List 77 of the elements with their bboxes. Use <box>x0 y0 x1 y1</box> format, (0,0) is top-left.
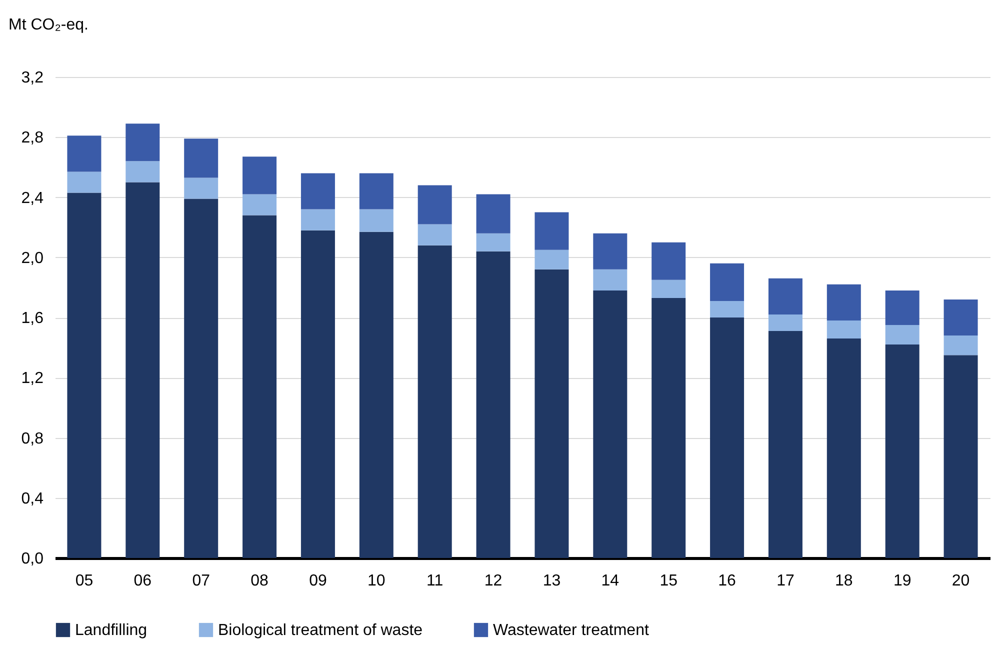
x-tick-label: 12 <box>484 572 502 590</box>
legend-label: Wastewater treatment <box>493 622 650 639</box>
bar <box>184 138 218 178</box>
x-tick-label: 06 <box>134 572 152 590</box>
bar <box>885 290 920 326</box>
bar <box>710 300 744 318</box>
bar <box>476 251 510 558</box>
bar <box>652 298 686 558</box>
bar <box>885 344 920 558</box>
bar <box>593 290 628 558</box>
bar <box>593 269 628 290</box>
bar <box>418 185 452 224</box>
x-tick-label: 05 <box>75 572 94 590</box>
bar <box>652 242 686 280</box>
x-tick-label: 16 <box>718 572 736 590</box>
bar <box>67 136 102 172</box>
y-tick-label: 0,0 <box>21 550 44 568</box>
y-axis-title: Mt CO₂-eq. <box>8 16 88 34</box>
bar <box>652 280 686 298</box>
y-tick-label: 0,8 <box>21 430 44 448</box>
bar <box>944 355 978 558</box>
x-tick-label: 09 <box>309 572 327 590</box>
bar <box>359 232 394 558</box>
y-tick-label: 2,4 <box>21 190 44 207</box>
bar <box>300 209 335 230</box>
bar <box>768 331 802 558</box>
x-tick-label: 14 <box>601 572 620 590</box>
x-tick-label: 17 <box>776 572 794 590</box>
bar <box>944 299 978 336</box>
bar <box>184 178 218 199</box>
y-tick-label: 3,2 <box>21 70 44 86</box>
bar <box>476 194 510 234</box>
bar <box>826 338 861 558</box>
bar <box>710 263 744 301</box>
bar <box>476 233 510 252</box>
y-tick-label: 2,8 <box>21 130 44 147</box>
bar <box>418 224 452 246</box>
y-tick-label: 0,4 <box>21 490 44 508</box>
bar <box>710 318 744 558</box>
bar <box>768 278 802 314</box>
x-tick-label: 10 <box>368 572 386 590</box>
bar <box>67 172 102 193</box>
bar <box>768 314 802 332</box>
y-tick-label: 1,2 <box>21 370 44 388</box>
bar <box>359 209 394 232</box>
x-tick-label: 07 <box>192 572 210 590</box>
x-tick-label: 13 <box>542 572 561 590</box>
bar <box>534 269 569 558</box>
bar <box>826 284 861 321</box>
bar <box>826 320 861 339</box>
x-tick-label: 15 <box>660 572 678 590</box>
bar <box>126 161 160 182</box>
legend-label: Biological treatment of waste <box>218 622 423 639</box>
bar <box>126 124 160 162</box>
bar <box>242 215 277 558</box>
bar <box>534 250 569 270</box>
bar <box>242 156 277 194</box>
bar <box>944 336 978 356</box>
bar <box>359 173 394 210</box>
bar <box>300 173 335 210</box>
bar <box>300 230 335 558</box>
x-tick-label: 20 <box>952 572 970 590</box>
bar <box>593 233 628 270</box>
bar <box>885 325 920 345</box>
x-tick-label: 11 <box>426 572 444 590</box>
bar <box>67 192 102 558</box>
bar <box>418 245 452 558</box>
bar <box>184 198 218 558</box>
x-tick-label: 19 <box>893 572 912 590</box>
y-tick-label: 1,6 <box>21 310 44 327</box>
x-tick-label: 08 <box>250 572 269 590</box>
y-tick-label: 2,0 <box>21 250 44 267</box>
bar <box>242 194 277 216</box>
bar <box>126 182 160 558</box>
legend-label: Landfilling <box>75 622 148 639</box>
bar <box>534 212 569 250</box>
x-tick-label: 18 <box>835 572 853 590</box>
